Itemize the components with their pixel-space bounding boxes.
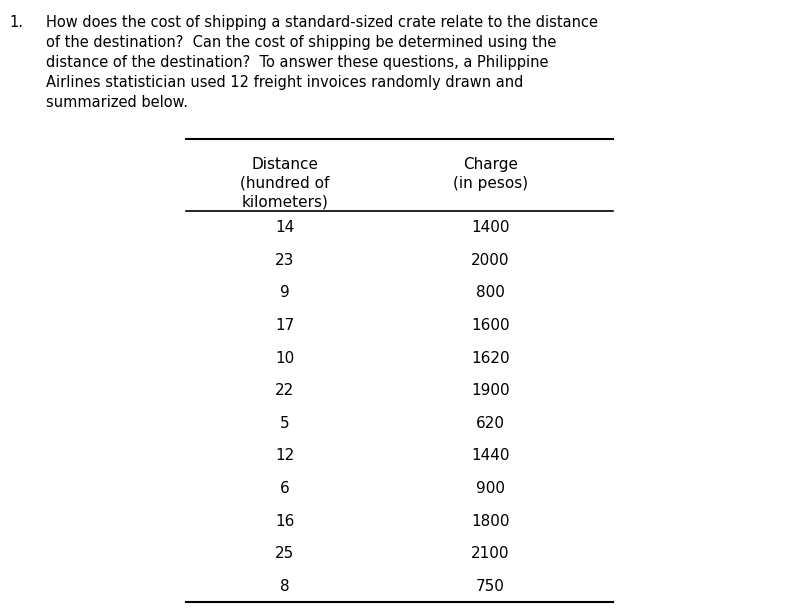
Text: (in pesos): (in pesos) xyxy=(453,176,528,190)
Text: 16: 16 xyxy=(275,514,294,529)
Text: 1620: 1620 xyxy=(471,351,509,365)
Text: 620: 620 xyxy=(476,416,505,431)
Text: 22: 22 xyxy=(275,383,294,398)
Text: Distance: Distance xyxy=(252,157,318,172)
Text: kilometers): kilometers) xyxy=(241,194,328,209)
Text: 1900: 1900 xyxy=(471,383,509,398)
Text: 8: 8 xyxy=(280,579,290,594)
Text: 5: 5 xyxy=(280,416,290,431)
Text: 23: 23 xyxy=(275,253,294,267)
Text: 800: 800 xyxy=(476,285,505,300)
Text: 9: 9 xyxy=(280,285,290,300)
Text: 10: 10 xyxy=(275,351,294,365)
Text: 17: 17 xyxy=(275,318,294,333)
Text: 1440: 1440 xyxy=(471,448,509,463)
Text: 12: 12 xyxy=(275,448,294,463)
Text: 1400: 1400 xyxy=(471,220,509,235)
Text: 14: 14 xyxy=(275,220,294,235)
Text: 1.: 1. xyxy=(9,15,24,30)
Text: 1800: 1800 xyxy=(471,514,509,529)
Text: 25: 25 xyxy=(275,546,294,561)
Text: 1600: 1600 xyxy=(471,318,509,333)
Text: 2000: 2000 xyxy=(471,253,509,267)
Text: 6: 6 xyxy=(280,481,290,496)
Text: Charge: Charge xyxy=(463,157,518,172)
Text: 750: 750 xyxy=(476,579,505,594)
Text: (hundred of: (hundred of xyxy=(240,176,329,190)
Text: 2100: 2100 xyxy=(471,546,509,561)
Text: How does the cost of shipping a standard-sized crate relate to the distance
of t: How does the cost of shipping a standard… xyxy=(46,15,598,110)
Text: 900: 900 xyxy=(476,481,505,496)
